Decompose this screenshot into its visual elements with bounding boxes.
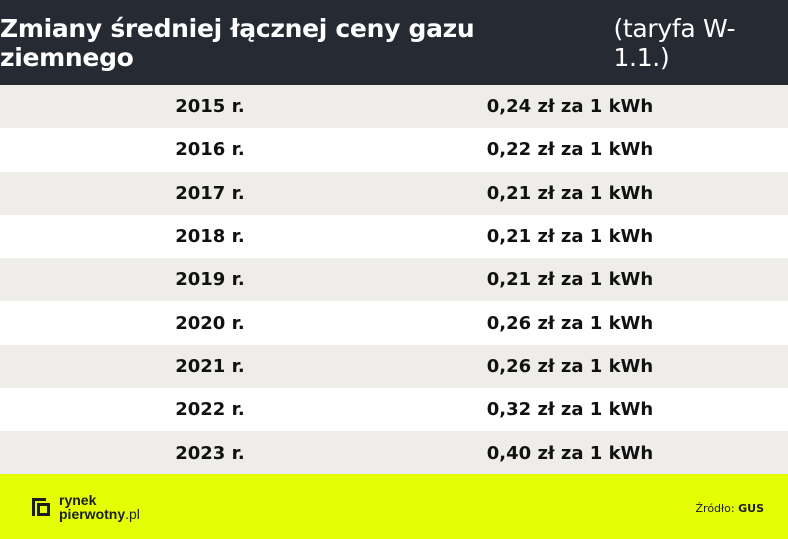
- year-cell: 2017 r.: [175, 182, 245, 204]
- footer-bar: rynek pierwotny.pl Źródło: GUS: [0, 474, 788, 539]
- price-cell: 0,26 zł za 1 kWh: [486, 355, 654, 377]
- table-row: 2019 r. 0,21 zł za 1 kWh: [0, 258, 788, 302]
- source-label: Źródło:: [695, 502, 735, 515]
- price-cell: 0,21 zł za 1 kWh: [486, 182, 654, 204]
- source-note: Źródło: GUS: [696, 502, 764, 515]
- price-table: 2015 r. 0,24 zł za 1 kWh 2016 r. 0,22 zł za…: [0, 85, 788, 475]
- price-cell: 0,21 zł za 1 kWh: [486, 269, 654, 291]
- rynekpierwotny-logo-icon: [32, 497, 50, 516]
- year-cell: 2020 r.: [175, 312, 245, 334]
- year-cell: 2016 r.: [175, 139, 245, 161]
- price-cell: 0,22 zł za 1 kWh: [486, 139, 654, 161]
- brand-logo: rynek pierwotny.pl: [29, 493, 140, 521]
- price-cell: 0,26 zł za 1 kWh: [486, 312, 654, 334]
- year-cell: 2018 r.: [175, 226, 245, 248]
- year-cell: 2021 r.: [175, 355, 245, 377]
- price-cell: 0,32 zł za 1 kWh: [486, 399, 654, 421]
- table-row: 2020 r. 0,26 zł za 1 kWh: [0, 301, 788, 345]
- table-row: 2021 r. 0,26 zł za 1 kWh: [0, 344, 788, 389]
- logo-line1: rynek: [59, 491, 97, 508]
- subtitle: (taryfa W-1.1.): [613, 13, 736, 72]
- title-bar: Zmiany średniej łącznej ceny gazu ziemne…: [0, 0, 788, 85]
- table-row: 2017 r. 0,21 zł za 1 kWh: [0, 171, 788, 215]
- year-cell: 2023 r.: [175, 442, 245, 464]
- table-row: 2022 r. 0,32 zł za 1 kWh: [0, 388, 788, 432]
- table-row: 2016 r. 0,22 zł za 1 kWh: [0, 128, 788, 172]
- price-cell: 0,40 zł za 1 kWh: [486, 442, 654, 464]
- price-cell: 0,24 zł za 1 kWh: [486, 96, 654, 118]
- table-row: 2015 r. 0,24 zł za 1 kWh: [0, 85, 788, 129]
- year-cell: 2022 r.: [175, 399, 245, 421]
- price-cell: 0,21 zł za 1 kWh: [486, 226, 654, 248]
- year-cell: 2015 r.: [175, 96, 245, 118]
- source-value: GUS: [738, 502, 764, 515]
- table-row: 2023 r. 0,40 zł za 1 kWh: [0, 431, 788, 475]
- logo-line2-bold: pierwotny: [59, 505, 126, 522]
- title: Zmiany średniej łącznej ceny gazu ziemne…: [0, 13, 475, 72]
- logo-line2-rest: .pl: [125, 505, 140, 522]
- table-row: 2018 r. 0,21 zł za 1 kWh: [0, 214, 788, 259]
- year-cell: 2019 r.: [175, 269, 245, 291]
